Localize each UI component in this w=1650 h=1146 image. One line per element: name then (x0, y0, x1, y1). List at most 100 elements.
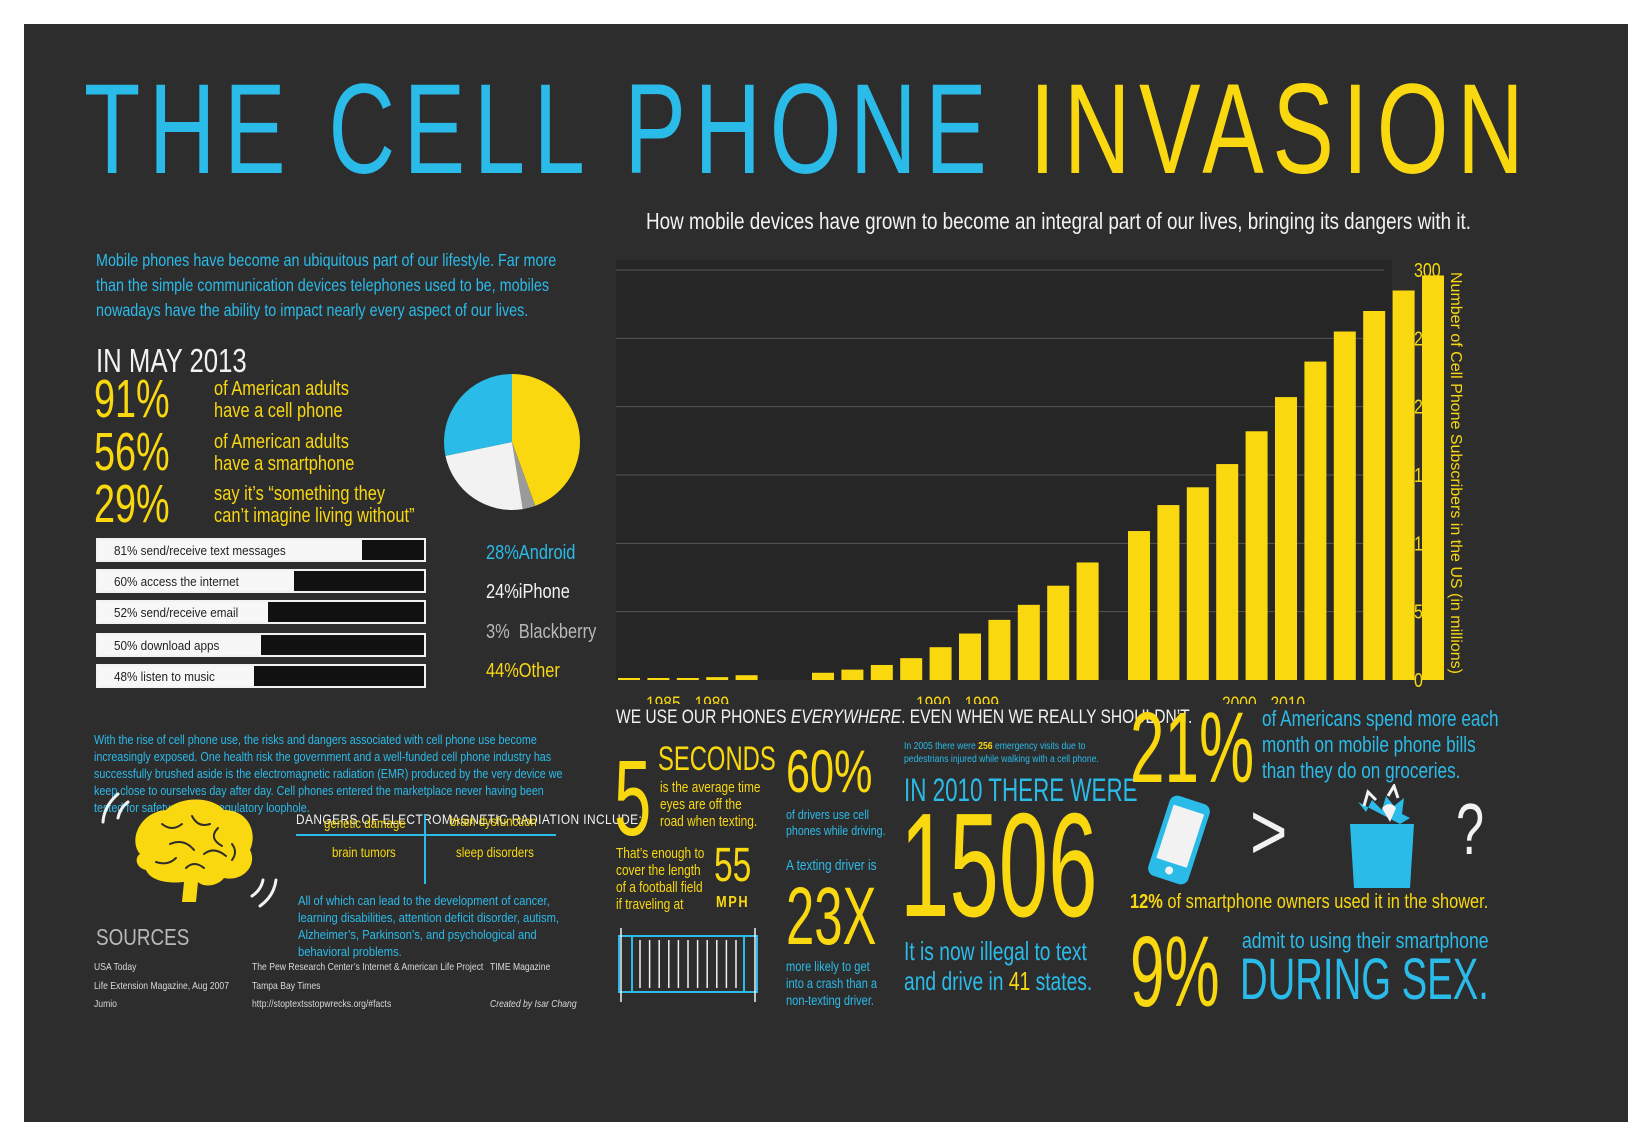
usage-bar-label: 48% listen to music (114, 669, 215, 684)
we-use-post: . EVEN WHEN WE REALLY SHOULDN’T. (901, 707, 1193, 728)
pie-slice-blackberry (512, 442, 536, 510)
bar-1998 (1047, 585, 1070, 680)
dangers-divider-v (424, 814, 426, 884)
stat-pct: 29% (94, 474, 170, 534)
we-use-em: EVERYWHERE (790, 707, 902, 728)
stat-text: of American adults have a cell phone (214, 378, 349, 422)
seconds-word: SECONDS (658, 740, 776, 778)
bar-1986 (647, 678, 670, 680)
sex-line-1: admit to using their smartphone (1242, 928, 1489, 953)
source-item: TIME Magazine (490, 961, 551, 973)
bar-1992 (870, 664, 893, 680)
bar-2004 (1245, 431, 1268, 680)
usage-bar-apps: 50% download apps (96, 633, 426, 657)
period-label: 1985 - 1989 (646, 693, 729, 704)
usage-bar-fill (98, 666, 255, 686)
danger-item: brain dysfunction (450, 814, 537, 829)
usage-bar-fill (98, 635, 261, 655)
shower-text: of smartphone owners used it in the show… (1162, 890, 1489, 913)
football-field-text: That’s enough to cover the length of a f… (616, 846, 705, 913)
usage-bar-label: 52% send/receive email (114, 605, 239, 620)
bar-1990 (812, 672, 834, 680)
bar-2006 (1304, 361, 1327, 680)
bar-1995 (959, 633, 981, 680)
legend-label: Blackberry (518, 621, 597, 643)
bar-2005 (1275, 397, 1297, 680)
stat-pct: 56% (94, 422, 170, 482)
source-credit: Created by Isar Chang (490, 998, 577, 1010)
pie-slice-iphone (445, 442, 523, 510)
usage-bar-internet: 60% access the internet (96, 569, 426, 593)
seconds-desc: is the average time eyes are off the roa… (660, 780, 761, 830)
usage-bar-texting: 81% send/receive text messages (96, 538, 426, 562)
visits-num: 256 (978, 740, 993, 752)
legend-pct: 28% (486, 542, 519, 564)
pie-slice-android (444, 374, 512, 456)
usage-bar-fill (98, 602, 268, 622)
may-2013-heading: IN MAY 2013 (96, 342, 247, 379)
usage-bar-music: 48% listen to music (96, 664, 426, 688)
texting-driver-lead: A texting driver is (786, 858, 877, 874)
bar-1987 (676, 678, 699, 680)
legend-pct: 24% (486, 581, 519, 603)
football-field-icon (618, 928, 758, 1002)
stat-text: say it’s “something they can’t imagine l… (214, 483, 415, 527)
big-1506: 1506 (900, 783, 1098, 948)
risk-paragraph: With the rise of cell phone use, the ris… (94, 733, 563, 815)
twenty-three-x: 23X (786, 871, 877, 962)
bar-1993 (900, 658, 923, 680)
legend-label: Other (518, 660, 560, 682)
source-item: Jumio (94, 998, 117, 1010)
legend-blackberry: 3% Blackberry (486, 621, 596, 644)
source-item: USA Today (94, 961, 137, 973)
legend-label: iPhone (518, 581, 570, 603)
legend-label: Android (518, 542, 576, 564)
bar-1996 (988, 619, 1011, 680)
visits-post: emergency visits due to pedestrians inju… (904, 740, 1099, 765)
dangers-heading: DANGERS OF ELECTROMAGNETIC RADIATION INC… (296, 811, 643, 827)
bar-2002 (1186, 487, 1209, 680)
bar-2008 (1363, 311, 1386, 680)
bar-1999 (1076, 562, 1099, 680)
question-mark: ? (1456, 790, 1485, 870)
legend-other: 44%Other (486, 660, 560, 683)
bar-2000 (1128, 531, 1150, 680)
bar-1991 (841, 669, 864, 680)
danger-item: sleep disorders (456, 845, 534, 860)
illegal-text: It is now illegal to text and drive in 4… (904, 936, 1092, 996)
period-label: 2000 - 2010 (1222, 693, 1305, 704)
page-title: THE CELL PHONE INVASION (84, 66, 1532, 194)
bar-2001 (1157, 505, 1180, 680)
subtitle: How mobile devices have grown to become … (646, 208, 1472, 234)
source-item: Life Extension Magazine, Aug 2007 (94, 980, 229, 992)
shower-stat: 12% of smartphone owners used it in the … (1130, 890, 1488, 914)
we-use-heading: WE USE OUR PHONES EVERYWHERE. EVEN WHEN … (616, 707, 1192, 729)
title-part-2: INVASION (1029, 58, 1533, 201)
usage-bar-email: 52% send/receive email (96, 600, 426, 624)
grocery-bag-icon (1350, 784, 1414, 888)
intro-paragraph: Mobile phones have become an ubiquitous … (96, 250, 557, 320)
legend-pct: 3% (486, 621, 510, 643)
greater-than-sign: > (1250, 787, 1288, 876)
legend-iphone: 24%iPhone (486, 581, 570, 604)
bar-2009 (1392, 290, 1415, 680)
twenty-three-x-desc: more likely to get into a crash than a n… (786, 959, 878, 1008)
usage-bar-label: 81% send/receive text messages (114, 543, 286, 558)
sources-heading: SOURCES (96, 924, 190, 950)
sixty-desc: of drivers use cell phones while driving… (786, 807, 886, 838)
bills-text: of Americans spend more each month on mo… (1262, 706, 1499, 783)
smartphone-icon (1148, 795, 1210, 885)
nine-pct: 9% (1130, 916, 1220, 1028)
twenty-one-pct: 21% (1130, 692, 1255, 804)
speed-unit: MPH (716, 894, 750, 911)
usage-bar-fill (98, 540, 363, 560)
stat-pct: 91% (94, 369, 170, 429)
smartphone-os-pie-chart (444, 374, 580, 510)
dangers-divider-h (296, 834, 556, 836)
we-use-pre: WE USE OUR PHONES (616, 707, 791, 728)
poster: THE CELL PHONE INVASION How mobile devic… (24, 24, 1628, 1122)
shower-pct: 12% (1130, 890, 1163, 913)
title-part-1: THE CELL PHONE (84, 58, 996, 201)
bar-2003 (1216, 464, 1239, 680)
